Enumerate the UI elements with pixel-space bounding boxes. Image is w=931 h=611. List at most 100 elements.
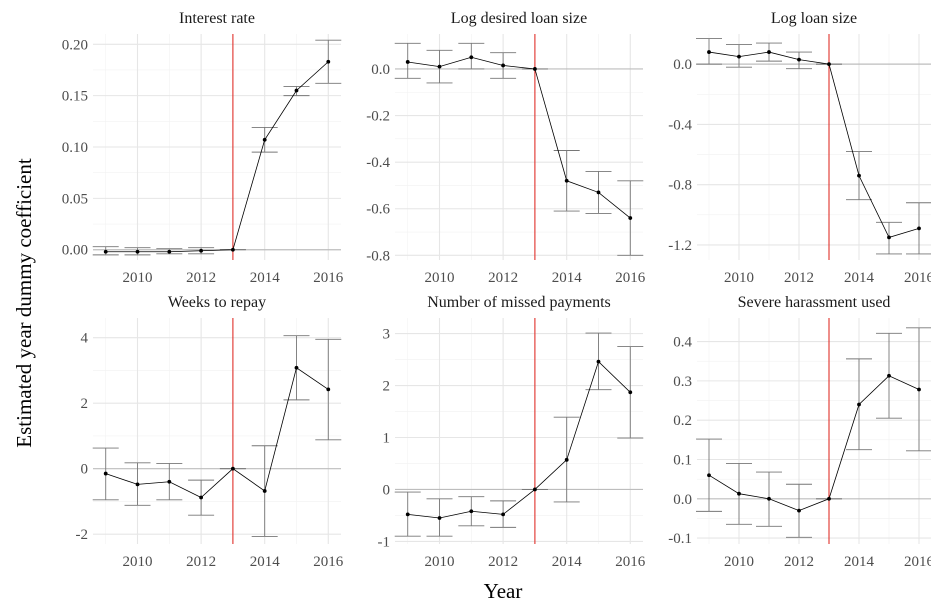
coefficient-point <box>437 516 442 520</box>
coefficient-point <box>628 390 633 395</box>
x-tick-label: 2016 <box>313 554 344 570</box>
y-tick-label: 0 <box>81 462 89 478</box>
x-tick-label: 2016 <box>904 270 931 286</box>
panel-title: Weeks to repay <box>168 294 266 311</box>
y-tick-label: -1 <box>378 534 391 550</box>
coefficient-point <box>262 137 267 142</box>
coefficient-point <box>917 226 921 231</box>
y-tick-label: 0 <box>383 482 391 498</box>
panel-1: 2010 2012 2014 2016 0.00 0.05 0.10 0.15 0.20 Inte… <box>62 10 344 286</box>
coefficient-point <box>827 496 831 501</box>
y-tick-label: 0.10 <box>62 140 88 156</box>
coefficient-point <box>326 59 331 64</box>
y-tick-label: -0.8 <box>366 248 390 264</box>
panel-3: 2010 2012 2014 2016 0.0 -0.4 -0.8 -1.2 Log loan … <box>668 10 931 286</box>
coefficient-point <box>532 67 537 71</box>
coefficient-point <box>469 509 474 514</box>
coefficient-point <box>707 473 711 478</box>
y-tick-label: 0.0 <box>673 492 692 508</box>
x-tick-label: 2010 <box>425 270 455 286</box>
coefficient-point <box>596 359 601 364</box>
x-axis-title: Year <box>484 579 523 603</box>
x-tick-label: 2016 <box>313 270 344 286</box>
coefficient-point <box>767 50 771 54</box>
y-tick-label: 0.1 <box>673 452 692 468</box>
y-tick-label: 2 <box>81 396 89 412</box>
panels-layer: 2010 2012 2014 20160.000.050.100.150.20Inte… <box>62 10 931 570</box>
panel-2: 2010 2012 2014 2016 0.0 -0.2 -0.4 -0.6 -0.8 Log d… <box>366 10 646 286</box>
coefficient-point <box>103 249 108 254</box>
coefficient-point <box>326 387 331 392</box>
panel-title: Severe harassment used <box>738 294 891 311</box>
y-tick-label: 0.15 <box>62 89 88 105</box>
coefficient-point <box>469 55 474 60</box>
x-tick-label: 2010 <box>425 554 455 570</box>
y-tick-label: 3 <box>383 327 391 343</box>
coefficient-point <box>767 496 771 501</box>
coefficient-point <box>167 479 172 484</box>
x-tick-label: 2012 <box>784 554 814 570</box>
coefficient-point <box>532 487 537 492</box>
coefficient-point <box>564 457 569 462</box>
coefficient-point <box>737 54 741 59</box>
y-tick-label: 0.4 <box>673 335 692 351</box>
y-tick-label: -0.4 <box>366 155 390 171</box>
y-tick-label: 0.20 <box>62 37 88 53</box>
coefficient-point <box>501 512 506 517</box>
coefficient-point <box>887 235 891 240</box>
coefficient-point <box>405 512 410 517</box>
y-tick-label: 0.05 <box>62 191 88 207</box>
panel-title: Interest rate <box>179 10 255 27</box>
x-tick-label: 2012 <box>186 554 216 570</box>
x-tick-label: 2010 <box>123 270 153 286</box>
x-tick-label: 2016 <box>904 554 931 570</box>
coefficient-line <box>407 56 631 219</box>
x-tick-label: 2012 <box>488 270 518 286</box>
panel-title: Log desired loan size <box>451 10 587 27</box>
x-tick-label: 2010 <box>123 554 153 570</box>
x-tick-label: 2016 <box>615 270 646 286</box>
coefficient-point <box>737 491 741 496</box>
coefficient-point <box>596 190 601 195</box>
coefficient-point <box>827 62 831 67</box>
y-tick-label: -0.1 <box>668 531 692 547</box>
y-tick-label: 0.00 <box>62 243 88 259</box>
y-tick-label: 0.3 <box>673 374 692 390</box>
coefficient-point <box>628 216 633 220</box>
coefficient-point <box>857 402 861 407</box>
coefficient-line <box>105 367 329 498</box>
y-tick-label: 0.0 <box>371 62 390 78</box>
x-tick-label: 2012 <box>186 270 216 286</box>
coefficient-point <box>135 249 140 254</box>
coefficient-line <box>105 61 329 253</box>
x-tick-label: 2014 <box>844 554 875 570</box>
coefficient-point <box>199 248 204 253</box>
x-tick-label: 2014 <box>250 270 281 286</box>
x-tick-label: 2012 <box>488 554 518 570</box>
y-tick-label: 2 <box>383 379 391 395</box>
coefficient-point <box>103 471 108 476</box>
coefficient-point <box>294 88 299 93</box>
panel-4: 2010 2012 2014 2016 -2 0 2 4 Weeks to repay <box>76 294 344 570</box>
y-tick-label: 0.2 <box>673 413 692 429</box>
y-tick-label: -0.4 <box>668 117 692 133</box>
coefficient-point <box>857 173 861 178</box>
coefficient-point <box>501 63 506 68</box>
coefficient-line <box>708 375 920 512</box>
coefficient-point <box>707 50 711 54</box>
x-tick-label: 2014 <box>552 554 583 570</box>
x-tick-label: 2014 <box>250 554 281 570</box>
coefficient-point <box>262 489 267 493</box>
y-tick-label: -0.2 <box>366 109 390 125</box>
y-tick-label: 1 <box>383 430 391 446</box>
coefficient-line <box>407 360 631 519</box>
coefficient-point <box>294 365 299 370</box>
y-tick-label: -1.2 <box>668 238 692 254</box>
x-tick-label: 2016 <box>615 554 646 570</box>
coefficient-point <box>887 373 891 378</box>
y-tick-label: -0.8 <box>668 178 692 194</box>
coefficient-point <box>135 482 140 487</box>
y-tick-label: 0.0 <box>673 57 692 73</box>
